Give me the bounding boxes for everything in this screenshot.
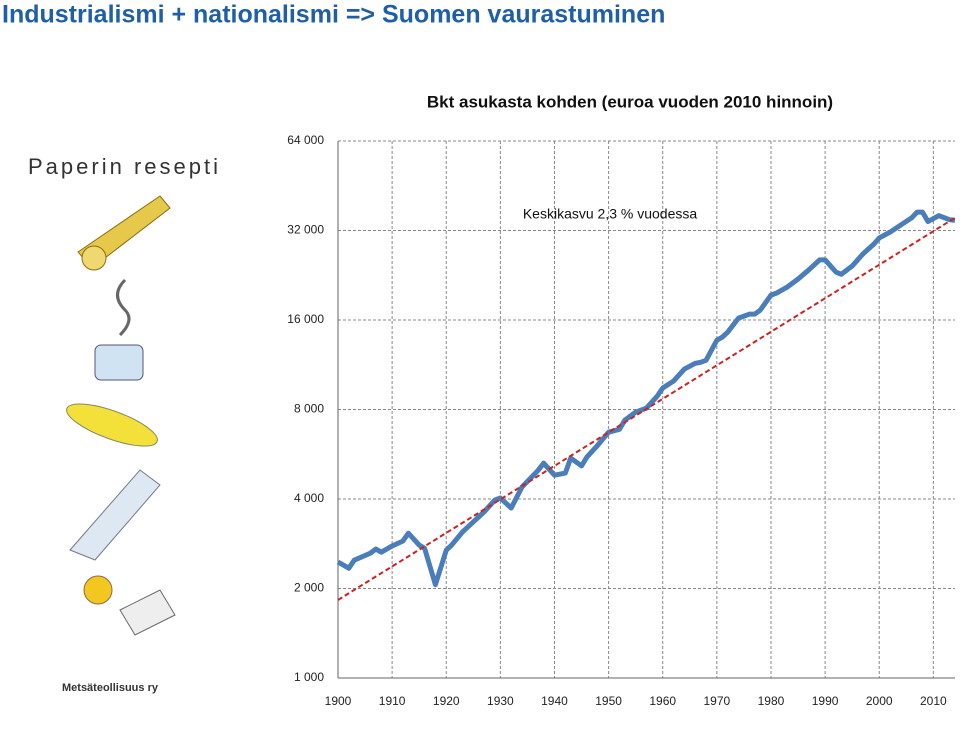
y-tick-label: 1 000 <box>294 670 324 684</box>
x-tick-label: 1910 <box>379 694 406 708</box>
chart-title: Bkt asukasta kohden (euroa vuoden 2010 h… <box>427 92 833 111</box>
x-tick-label: 1950 <box>595 694 622 708</box>
y-tick-label: 16 000 <box>287 312 324 326</box>
trend-line <box>337 216 956 601</box>
series-line <box>336 209 956 588</box>
illustration-heading: Paperin resepti <box>28 154 221 179</box>
illustration-credit: Metsäteollisuus ry <box>62 682 159 694</box>
figure-icon <box>83 575 113 605</box>
slide-title: Industrialismi + nationalismi => Suomen … <box>2 1 665 29</box>
x-tick-label: 1920 <box>433 694 460 708</box>
x-tick-label: 1940 <box>541 694 568 708</box>
y-tick-label: 2 000 <box>294 581 324 595</box>
illustration: Paperin resepti Metsäteollisuus ry <box>28 154 221 694</box>
rolling-pin-icon <box>66 403 158 447</box>
x-tick-label: 1970 <box>704 694 731 708</box>
x-tick-label: 1900 <box>325 694 352 708</box>
x-tick-label: 2010 <box>920 694 947 708</box>
x-tick-label: 2000 <box>866 694 893 708</box>
log-end-icon <box>81 245 107 271</box>
y-tick-label: 4 000 <box>294 491 324 505</box>
x-tick-label: 1930 <box>487 694 514 708</box>
x-tick-label: 1960 <box>649 694 676 708</box>
newspaper-icon <box>119 589 176 636</box>
steam-icon <box>116 278 131 337</box>
y-tick-label: 8 000 <box>294 402 324 416</box>
y-tick-label: 32 000 <box>287 223 324 237</box>
x-tick-label: 1980 <box>758 694 785 708</box>
y-tick-label: 64 000 <box>287 133 324 147</box>
pot-icon <box>94 344 144 381</box>
paper-roll-icon <box>69 469 161 561</box>
annotation: Keskikasvu 2,3 % vuodessa <box>523 206 698 222</box>
x-tick-label: 1990 <box>812 694 839 708</box>
